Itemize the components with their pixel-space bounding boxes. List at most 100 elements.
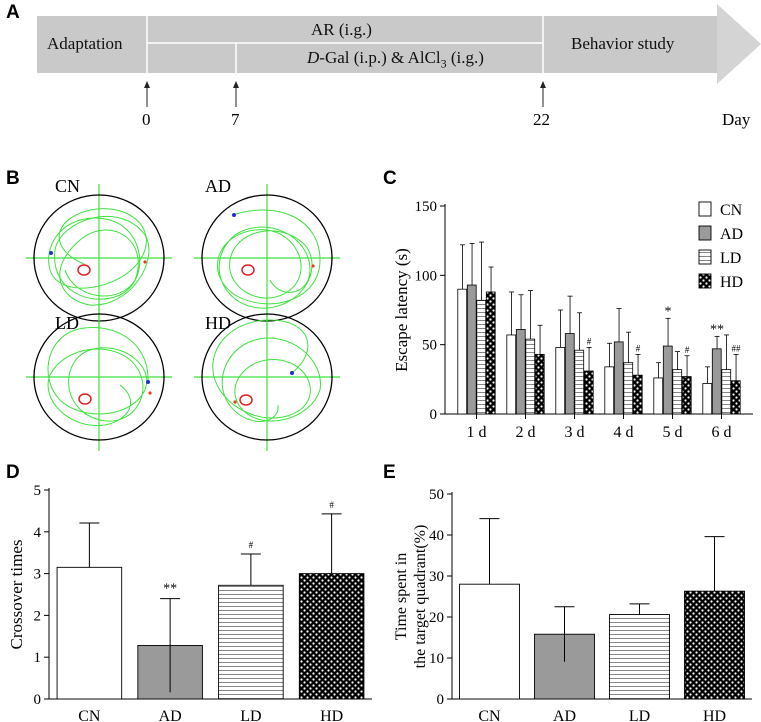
y-tick-label-c-3: 150 — [415, 199, 438, 215]
bar-c-ld-4 — [672, 369, 683, 415]
maze-cn-end-dot — [143, 260, 147, 264]
tick-arrow-7 — [233, 81, 239, 107]
bar-c-cn-4 — [653, 377, 664, 415]
bar-c-hd-3 — [632, 374, 643, 415]
y-tick-label-c-2: 100 — [415, 268, 438, 284]
maze-ld-platform — [78, 393, 92, 405]
legend-label-hd: HD — [720, 274, 743, 291]
segment-drug-treatment: D-Gal (i.p.) & AlCl3 (i.g.) — [307, 48, 484, 71]
maze-label-cn: CN — [55, 176, 81, 196]
panel-letter-d: D — [6, 462, 20, 483]
legend-swatch-ld — [698, 249, 712, 265]
drug-text: -Gal (i.p.) & AlCl — [319, 48, 441, 67]
annotation-c-ad-4: * — [665, 304, 672, 319]
y-tick-label-d-4: 4 — [34, 525, 42, 541]
bar-e-cn — [459, 583, 520, 700]
y-tick-label-e-2: 20 — [429, 610, 444, 626]
maze-cn-start-dot — [49, 251, 53, 255]
panel-letter-a: A — [6, 2, 20, 23]
bar-c-cn-2 — [555, 347, 566, 415]
legend-label-ld: LD — [720, 250, 741, 267]
annotation-d-hd: # — [329, 500, 334, 510]
annotation-d-ld: # — [249, 540, 254, 550]
bar-c-hd-1 — [534, 353, 545, 415]
maze-ad-end-dot — [311, 264, 315, 268]
bar-c-cn-1 — [506, 334, 517, 415]
maze-hd-end-dot — [233, 400, 237, 404]
bar-e-ld — [609, 614, 670, 700]
bar-c-ad-4 — [662, 345, 673, 415]
x-tick-label-c-4: 5 d — [663, 424, 683, 441]
timeline-bar — [37, 16, 717, 73]
y-tick-label-d-0: 0 — [34, 692, 42, 708]
y-axis-label-e-1: the target quadrant(%) — [412, 525, 429, 669]
x-tick-label-d-ad: AD — [159, 708, 182, 722]
bar-d-ld — [218, 584, 284, 700]
bar-c-ld-1 — [525, 338, 536, 415]
maze-hd-pool — [201, 313, 333, 441]
bar-c-ld-5 — [721, 369, 732, 415]
y-tick-label-d-5: 5 — [34, 483, 42, 499]
annotation-c-ad-5: ** — [710, 322, 724, 337]
y-tick-label-e-3: 30 — [429, 569, 444, 585]
day-axis-label: Day — [722, 110, 751, 129]
legend-label-cn: CN — [720, 202, 743, 219]
maze-ad-start-dot — [232, 213, 236, 217]
drug-route: (i.g.) — [446, 48, 484, 67]
x-tick-label-c-0: 1 d — [467, 424, 487, 441]
maze-ld — [26, 303, 172, 451]
tick-label-0: 0 — [142, 110, 151, 129]
maze-ad-platform — [241, 264, 255, 276]
bar-c-hd-5 — [730, 380, 741, 415]
annotation-d-ad: ** — [163, 582, 177, 597]
legend-swatch-cn — [698, 201, 712, 217]
maze-ld-pool — [33, 313, 165, 441]
x-tick-label-c-5: 6 d — [712, 424, 732, 441]
bar-e-hd — [684, 590, 745, 700]
panel-letter-b: B — [6, 168, 20, 189]
y-tick-label-e-0: 0 — [437, 692, 445, 708]
bar-c-ad-0 — [466, 284, 477, 415]
segment-adaptation: Adaptation — [47, 34, 123, 53]
bar-c-ad-5 — [711, 348, 722, 415]
bar-c-hd-2 — [583, 370, 594, 415]
maze-ld-end-dot — [148, 391, 152, 395]
bar-c-ld-2 — [574, 349, 585, 415]
legend-label-ad: AD — [720, 226, 743, 243]
maze-grid — [26, 184, 340, 451]
y-axis-label-d: Crossover times — [7, 539, 26, 649]
maze-cn-swim-path — [48, 208, 150, 306]
maze-hd-swim-path — [212, 319, 321, 423]
bar-c-hd-0 — [485, 291, 496, 415]
y-tick-label-c-1: 50 — [422, 338, 437, 354]
bar-d-cn — [56, 566, 123, 700]
maze-ld-start-dot — [146, 380, 150, 384]
x-tick-label-c-2: 3 d — [565, 424, 585, 441]
chart-escape-latency: 0 50 100 150 1 d 2 d 3 d #4 d #5 d * #6 d ** ## Escap… — [392, 199, 753, 441]
maze-ad-swim-path — [217, 209, 321, 309]
y-tick-label-d-3: 3 — [34, 567, 42, 583]
x-tick-label-d-cn: CN — [78, 708, 101, 722]
annotation-c-hd-4: # — [685, 345, 690, 355]
bar-c-cn-3 — [604, 366, 615, 415]
maze-cn-platform — [77, 264, 91, 276]
y-tick-label-e-4: 40 — [429, 528, 444, 544]
panel-letter-c: C — [383, 168, 397, 189]
x-tick-label-d-hd: HD — [320, 708, 343, 722]
y-tick-label-c-0: 0 — [430, 407, 438, 423]
tick-label-7: 7 — [231, 110, 240, 129]
tick-arrow-0 — [144, 81, 150, 107]
annotation-c-hd-2: # — [587, 336, 592, 346]
segment-behavior-study: Behavior study — [571, 34, 675, 53]
y-tick-label-e-5: 50 — [429, 487, 444, 503]
y-axis-label-e-0: Time spent in — [393, 553, 410, 640]
y-axis-label-c: Escape latency (s) — [392, 248, 411, 372]
panel-letter-e: E — [383, 462, 396, 483]
x-tick-label-c-3: 4 d — [614, 424, 634, 441]
bar-c-ld-3 — [623, 362, 634, 415]
bar-c-cn-5 — [702, 383, 713, 415]
timeline-graphic — [37, 4, 761, 107]
maze-label-hd: HD — [205, 313, 231, 333]
maze-label-ld: LD — [55, 313, 79, 333]
bar-c-ld-0 — [476, 299, 487, 415]
